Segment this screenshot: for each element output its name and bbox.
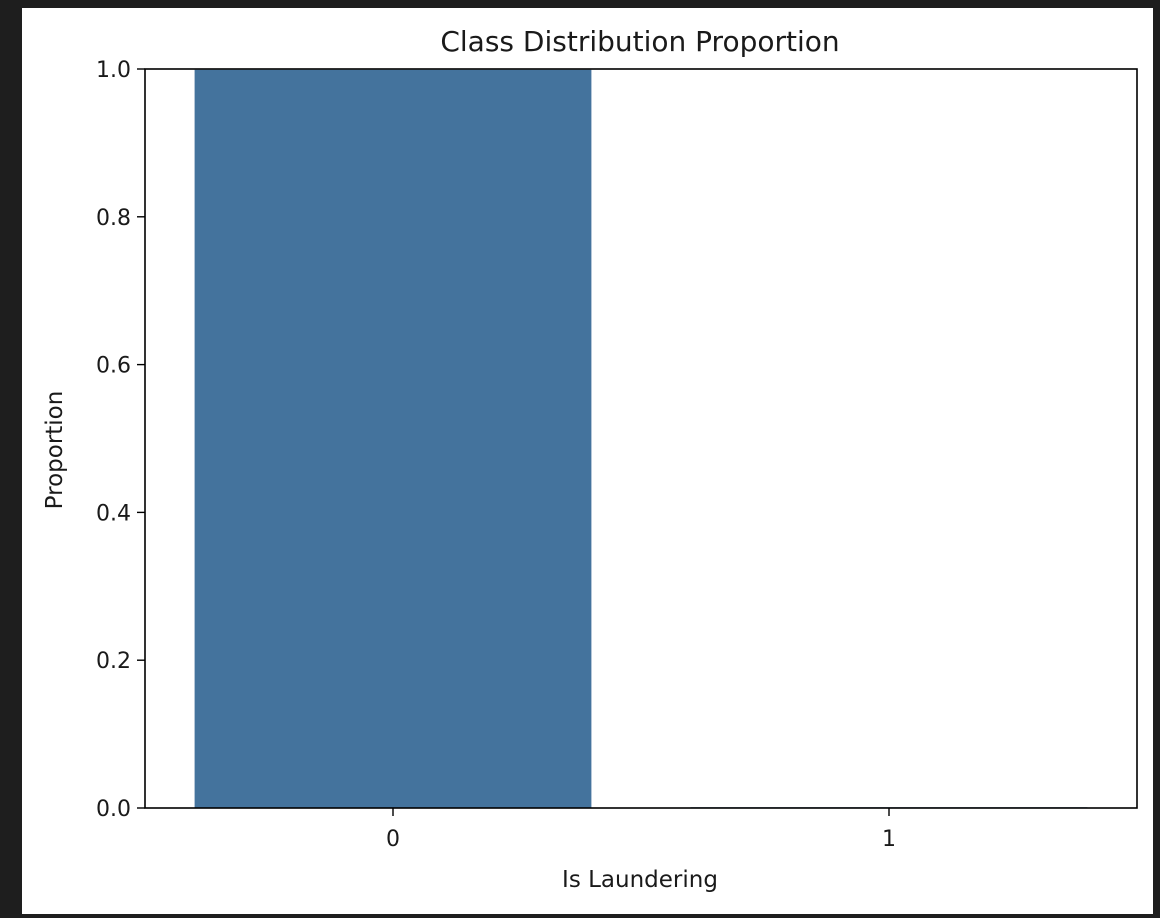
- x-tick-label-1: 1: [882, 827, 896, 852]
- y-tick-label-0.4: 0.4: [96, 501, 131, 526]
- y-axis-ticks: 0.0 0.2 0.4 0.6 0.8 1.0: [96, 58, 145, 822]
- y-tick-label-0.6: 0.6: [96, 354, 131, 379]
- chart-figure: Class Distribution Proportion 0.0 0.2 0.4 0…: [22, 8, 1153, 914]
- y-tick-label-0.0: 0.0: [96, 797, 131, 822]
- bar-chart: Class Distribution Proportion 0.00.20.40…: [42, 25, 1138, 893]
- y-tick-label-0.8: 0.8: [96, 206, 131, 231]
- y-tick-label-1.0: 1.0: [96, 58, 131, 83]
- y-tick-label-0.2: 0.2: [96, 649, 131, 674]
- y-axis-label: Proportion: [42, 391, 68, 510]
- bar-0: [194, 69, 592, 808]
- x-tick-label-0: 0: [386, 827, 400, 852]
- chart-title: Class Distribution Proportion: [440, 25, 839, 58]
- plot-frame: [144, 68, 1138, 809]
- x-axis-label: Is Laundering: [562, 867, 718, 893]
- bars-group: [194, 69, 1088, 808]
